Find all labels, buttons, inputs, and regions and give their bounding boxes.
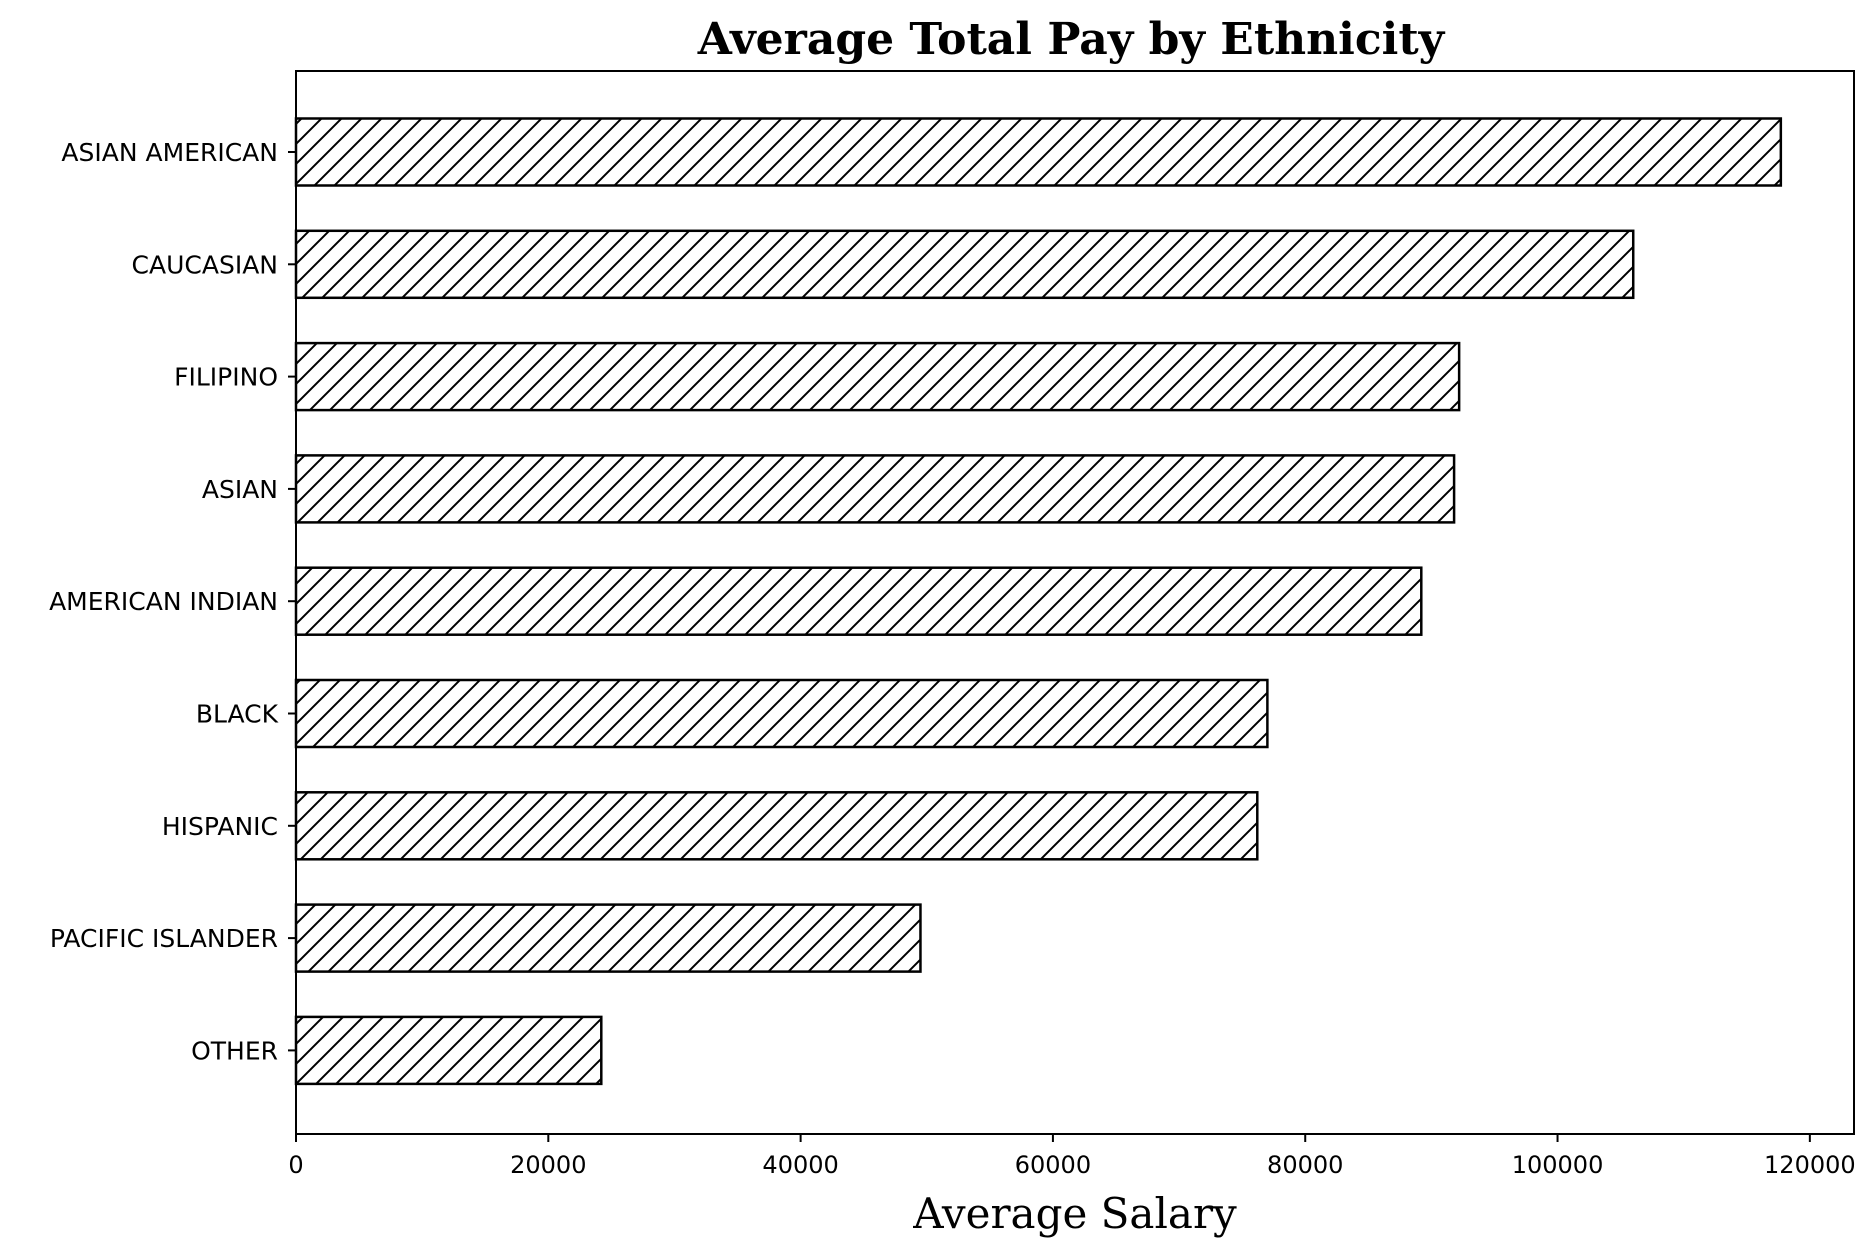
bar <box>294 566 1423 636</box>
bar <box>294 117 1783 187</box>
bar <box>294 229 1635 300</box>
y-tick-label: ASIAN <box>202 475 278 504</box>
plot-area-frame <box>295 70 1855 1135</box>
bar <box>294 454 1456 524</box>
x-tick-label: 0 <box>288 1151 303 1179</box>
bars-group <box>294 117 1783 1086</box>
y-tick-label: ASIAN AMERICAN <box>61 138 278 167</box>
x-tick-label: 40000 <box>762 1151 838 1179</box>
x-tick-label: 120000 <box>1764 1151 1856 1179</box>
bar <box>294 903 922 973</box>
x-axis-label: Average Salary <box>912 1189 1237 1238</box>
x-tick-label: 20000 <box>510 1151 586 1179</box>
y-tick-label: AMERICAN INDIAN <box>49 587 278 616</box>
bar <box>294 341 1461 412</box>
x-tick-label: 80000 <box>1267 1151 1343 1179</box>
y-tick-labels: ASIAN AMERICAN CAUCASIAN FILIPINO ASIAN AMER… <box>49 138 296 1065</box>
y-tick-label: BLACK <box>196 700 279 729</box>
bar <box>294 678 1269 749</box>
bar <box>294 791 1259 861</box>
bar <box>294 1015 603 1086</box>
y-tick-label: CAUCASIAN <box>132 250 278 279</box>
y-tick-label: FILIPINO <box>174 363 278 392</box>
x-tick-label: 60000 <box>1015 1151 1091 1179</box>
x-tick-labels: 0 20000 40000 60000 80000 100000 120000 <box>288 1134 1856 1179</box>
y-tick-label: OTHER <box>191 1036 278 1065</box>
chart-title: Average Total Pay by Ethnicity <box>697 14 1446 65</box>
y-tick-label: HISPANIC <box>162 812 278 841</box>
x-tick-label: 100000 <box>1512 1151 1604 1179</box>
y-tick-label: PACIFIC ISLANDER <box>50 924 278 953</box>
